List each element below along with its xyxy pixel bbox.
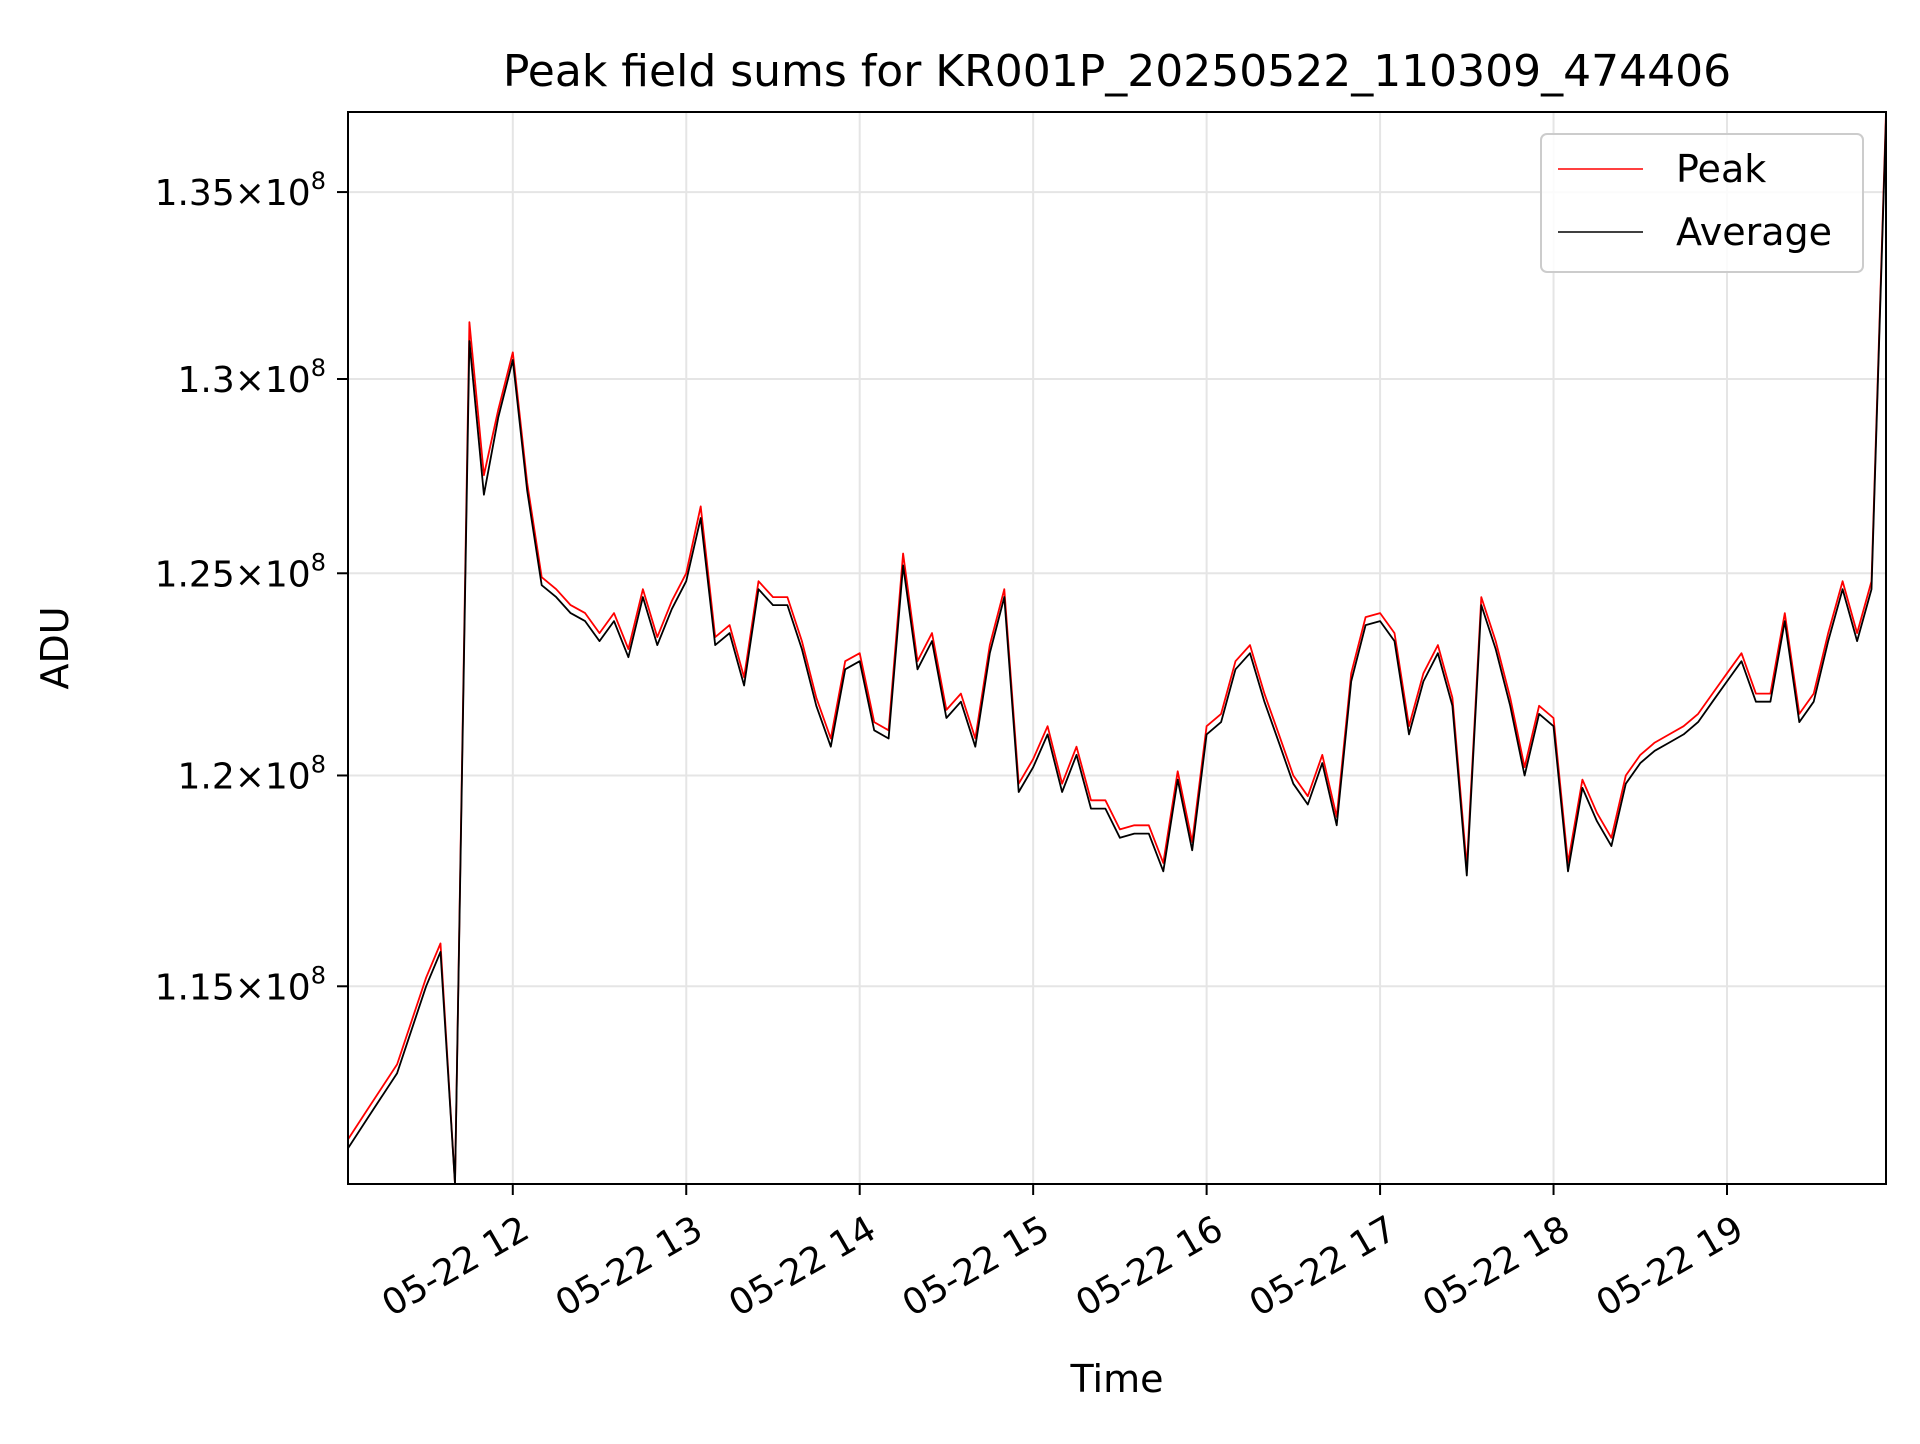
y-tick-exponent: 8: [311, 750, 326, 778]
x-tick-label: 05-22 19: [1590, 1208, 1751, 1324]
y-tick-exponent: 8: [311, 961, 326, 989]
axis-ticks: 05-22 12 05-22 13 05-22 14 05-22 15 05-22 16…: [155, 167, 1751, 1325]
legend-label-peak: Peak: [1676, 147, 1766, 191]
x-tick-label: 05-22 18: [1416, 1208, 1577, 1324]
x-tick-label: 05-22 13: [549, 1208, 710, 1324]
series-line-average: [347, 119, 1887, 1185]
y-tick-label: 1.15×108: [155, 961, 326, 1008]
y-tick-label: 1.35×108: [155, 167, 326, 214]
y-tick-label: 1.25×108: [155, 548, 326, 595]
x-axis-label: Time: [1070, 1357, 1164, 1401]
x-tick-label: 05-22 14: [722, 1208, 883, 1324]
series-lines: [347, 111, 1887, 1185]
y-tick-label: 1.3×108: [177, 354, 326, 401]
y-tick-exponent: 8: [311, 548, 326, 576]
x-tick-label: 05-22 17: [1243, 1208, 1404, 1324]
x-tick-label: 05-22 15: [896, 1208, 1057, 1324]
chart-title: Peak field sums for KR001P_20250522_1103…: [503, 46, 1731, 97]
x-tick-label: 05-22 16: [1069, 1208, 1230, 1324]
y-tick-exponent: 8: [311, 354, 326, 382]
y-tick-label: 1.2×108: [177, 750, 326, 797]
legend-label-average: Average: [1676, 210, 1832, 254]
plot-frame: [347, 111, 1887, 1185]
series-line-peak: [347, 111, 1887, 1185]
legend: Peak Average: [1540, 133, 1864, 273]
y-axis-label: ADU: [33, 606, 77, 689]
x-tick-label: 05-22 12: [375, 1208, 536, 1324]
y-tick-exponent: 8: [311, 167, 326, 195]
